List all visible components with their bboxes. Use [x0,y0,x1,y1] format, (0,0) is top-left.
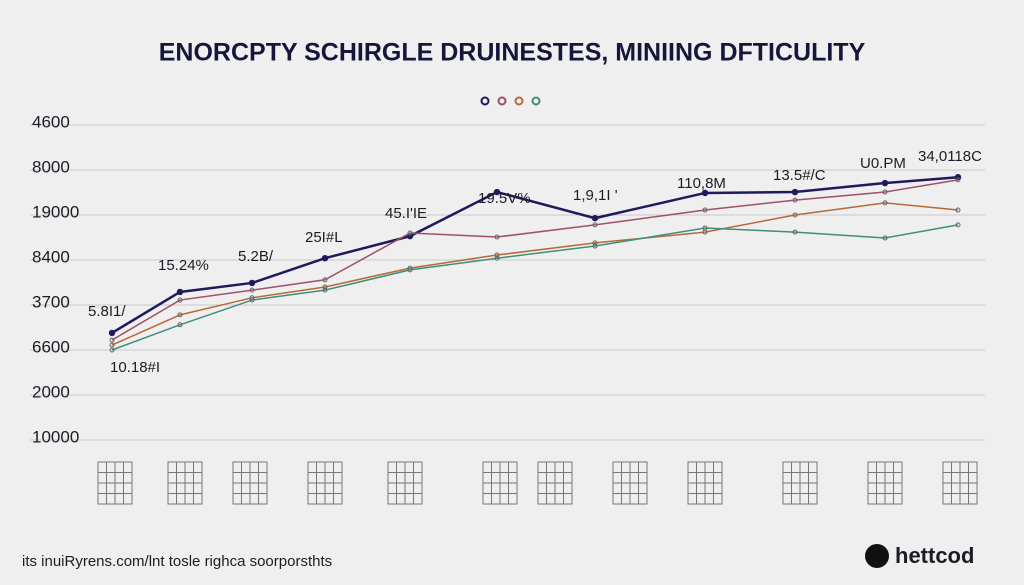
annotation: U0.PM [860,155,906,172]
annotation: 5.8I1/ [88,303,126,320]
point [109,347,115,353]
point [108,329,116,337]
logo-text: hettcod [895,543,974,568]
point [249,297,255,303]
point [955,207,961,213]
icon [687,461,723,505]
icon [537,461,573,505]
point [177,312,183,318]
y-tick-label: 19000 [32,202,79,221]
y-tick-label: 10000 [32,427,79,446]
annotation: 19.5V% [478,190,531,207]
point [702,207,708,213]
point [592,243,598,249]
icon [867,461,903,505]
point [109,337,115,343]
y-tick-label: 3700 [32,292,70,311]
point [701,189,709,197]
point [322,287,328,293]
annotation: 45.I'IE [385,205,427,222]
y-tick-label: 2000 [32,382,70,401]
annotation: 1,9,1I ' [573,187,618,204]
point [792,229,798,235]
point [791,188,799,196]
point [407,267,413,273]
point [702,225,708,231]
icon [232,461,268,505]
point [109,342,115,348]
annotation: 34,0118C [918,148,982,165]
icon [782,461,818,505]
series-line [111,202,959,346]
legend-marker [514,96,524,106]
point [322,277,328,283]
legend-marker [480,96,490,106]
point [249,287,255,293]
annotation: 13.5#/C [773,167,826,184]
icon [387,461,423,505]
point [177,297,183,303]
point [248,279,256,287]
point [321,255,329,262]
point [792,197,798,203]
annotation: 15.24% [158,257,209,274]
point [322,284,328,290]
point [592,240,598,246]
point [494,252,500,258]
chart-title: ENORCPTY SCHIRGLE DRUINESTES, MINIING DF… [159,39,866,67]
point [177,322,183,328]
icon [307,461,343,505]
annotation: 10.18#I [110,359,160,376]
y-tick-label: 8400 [32,247,70,266]
point [955,222,961,228]
point [592,222,598,228]
y-tick-label: 4600 [32,112,70,131]
point [494,234,500,240]
logo-icon [865,544,889,568]
annotation: 25I#L [305,229,343,246]
point [493,188,501,196]
point [407,230,413,236]
point [176,288,184,296]
annotation: 5.2B/ [238,248,274,265]
legend-marker [497,96,507,106]
y-tick-label: 6600 [32,337,70,356]
icon [167,461,203,505]
legend-marker [531,96,541,106]
point [881,179,889,187]
y-tick-label: 8000 [32,157,70,176]
point [591,214,599,222]
icon [942,461,978,505]
point [494,255,500,261]
footer-text: its inuiRyrens.com/lnt tosle righca soor… [22,553,332,570]
point [882,235,888,241]
series-line [111,179,959,341]
point [792,212,798,218]
icon [482,461,518,505]
point [882,189,888,195]
point [882,200,888,206]
icon [97,461,133,505]
annotation: 110,8M [677,175,726,192]
point [955,177,961,183]
series-line [111,224,959,351]
icon [612,461,648,505]
